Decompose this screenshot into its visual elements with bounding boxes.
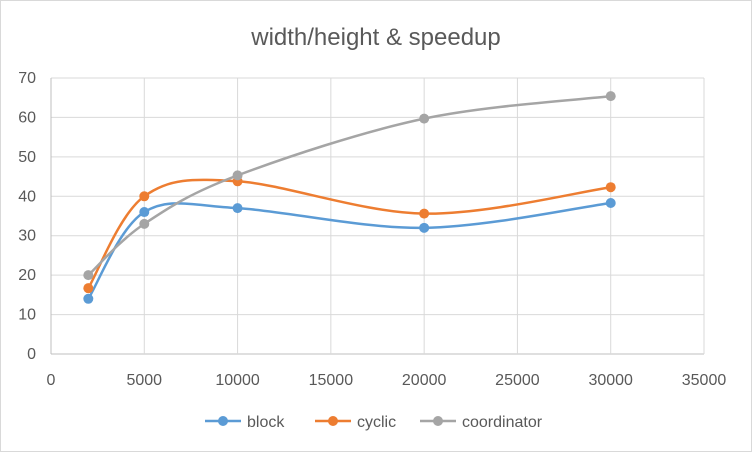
data-point-block	[232, 203, 243, 214]
data-point-coordinator	[605, 91, 616, 102]
data-point-block	[83, 293, 94, 304]
data-point-cyclic	[419, 208, 430, 219]
data-point-cyclic	[83, 283, 94, 294]
x-tick-label: 35000	[682, 372, 727, 389]
gridlines	[50, 77, 705, 355]
data-point-cyclic	[139, 191, 150, 202]
data-point-coordinator	[83, 270, 94, 281]
x-tick-label: 0	[47, 372, 56, 389]
x-tick-label: 15000	[309, 372, 354, 389]
legend-item-coordinator: coordinator	[420, 414, 543, 431]
x-tick-label: 10000	[215, 372, 260, 389]
legend-label: block	[247, 414, 285, 431]
legend-item-cyclic: cyclic	[315, 414, 396, 431]
legend-marker	[433, 416, 443, 426]
chart-title: width/height & speedup	[250, 24, 501, 51]
data-point-cyclic	[605, 182, 616, 193]
y-tick-label: 40	[18, 188, 36, 205]
series-cyclic	[83, 176, 616, 294]
x-tick-label: 25000	[495, 372, 540, 389]
series-coordinator	[83, 91, 616, 281]
series-layer	[83, 91, 616, 304]
y-tick-label: 20	[18, 267, 36, 284]
y-axis-ticks: 0 10 20 30 40 50 60 70	[18, 70, 36, 363]
series-block	[83, 197, 616, 304]
series-line-block	[87, 201, 612, 301]
data-point-coordinator	[419, 113, 430, 124]
x-axis-ticks: 0 5000 10000 15000 20000 25000 30000 35000	[47, 372, 727, 389]
y-tick-label: 10	[18, 307, 36, 324]
series-line-cyclic	[87, 178, 612, 290]
series-line-coordinator	[87, 94, 612, 277]
legend-label: cyclic	[357, 414, 396, 431]
data-point-block	[139, 207, 150, 218]
data-point-block	[419, 222, 430, 233]
legend-marker	[218, 416, 228, 426]
x-tick-label: 30000	[588, 372, 633, 389]
x-tick-label: 5000	[126, 372, 162, 389]
y-tick-label: 70	[18, 70, 36, 87]
legend-label: coordinator	[462, 414, 543, 431]
y-tick-label: 0	[27, 346, 36, 363]
legend-marker	[328, 416, 338, 426]
y-tick-label: 50	[18, 149, 36, 166]
data-point-coordinator	[232, 170, 243, 181]
y-tick-label: 30	[18, 228, 36, 245]
legend-item-block: block	[205, 414, 285, 431]
x-tick-label: 20000	[402, 372, 447, 389]
legend: block cyclic coordinator	[205, 414, 543, 431]
y-tick-label: 60	[18, 109, 36, 126]
data-point-coordinator	[139, 218, 150, 229]
data-point-block	[605, 197, 616, 208]
